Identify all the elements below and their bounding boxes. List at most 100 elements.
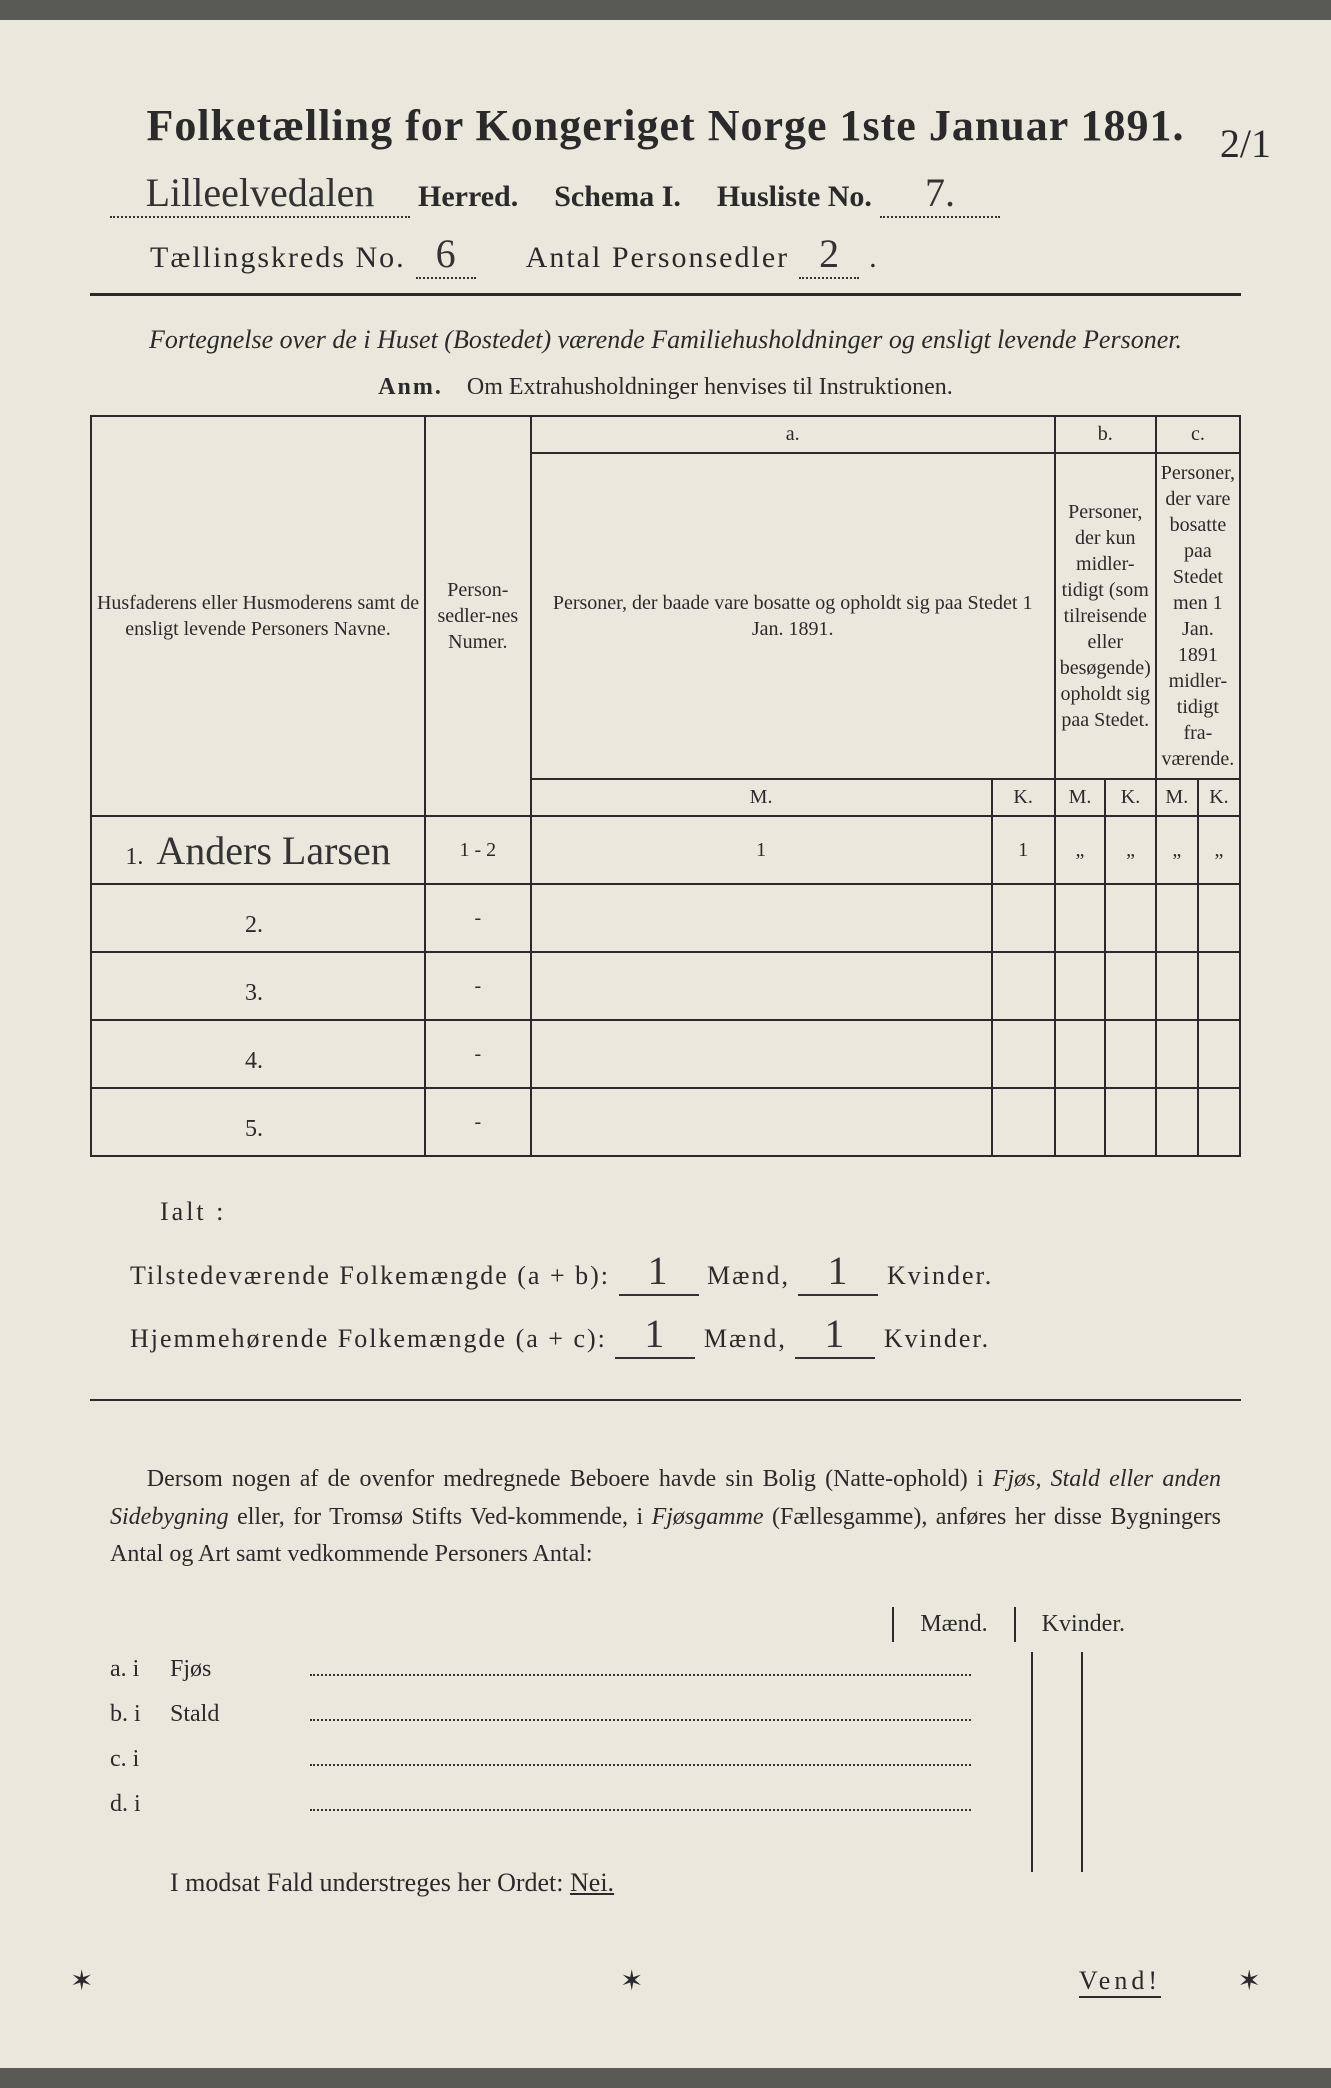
- th-group-a: a.: [531, 416, 1055, 453]
- cell-a-k: 1: [992, 816, 1055, 884]
- cell-c-k: „: [1198, 816, 1240, 884]
- antal-value: 2: [799, 230, 859, 279]
- row-num: -: [425, 1020, 531, 1088]
- mk-cols: [1031, 1652, 1131, 1872]
- cell-b-m: [1055, 1020, 1106, 1088]
- side-name: Stald: [170, 1701, 310, 1728]
- row-num: -: [425, 1088, 531, 1156]
- anm-label: Anm.: [378, 374, 443, 400]
- th-b-m: M.: [1055, 779, 1106, 816]
- cell-c-m: [1156, 952, 1198, 1020]
- totals-line-1: Tilstedeværende Folkemængde (a + b): 1 M…: [130, 1247, 1241, 1296]
- cell-a-k: [992, 1020, 1055, 1088]
- th-num: Person-sedler-nes Numer.: [425, 416, 531, 816]
- table-row: 5. -: [91, 1088, 1240, 1156]
- side-label: a. i: [110, 1656, 170, 1683]
- table-row: 4. -: [91, 1020, 1240, 1088]
- maend-label: Mænd,: [707, 1261, 790, 1290]
- census-form-page: 2/1 Folketælling for Kongeriget Norge 1s…: [0, 20, 1331, 2068]
- cell-b-m: [1055, 1088, 1106, 1156]
- side-dots: [310, 1652, 971, 1676]
- th-a-k: K.: [992, 779, 1055, 816]
- cell-a-k: [992, 884, 1055, 952]
- cell-c-k: [1198, 884, 1240, 952]
- cell-a-k: [992, 1088, 1055, 1156]
- star-icon: ✶: [70, 1964, 93, 1998]
- row-name-cell: 5.: [91, 1088, 425, 1156]
- side-section: Mænd. Kvinder. a. iFjøsb. iStaldc. id. i: [90, 1607, 1241, 1818]
- row-name-cell: 3.: [91, 952, 425, 1020]
- cell-a-m: 1: [531, 816, 992, 884]
- side-dots: [310, 1787, 971, 1811]
- row-num: 1 - 2: [425, 816, 531, 884]
- herred-value: Lilleelvedalen: [110, 169, 410, 218]
- side-label: d. i: [110, 1791, 170, 1818]
- cell-c-k: [1198, 1020, 1240, 1088]
- maend-label-2: Mænd,: [704, 1324, 787, 1353]
- kvinder-label: Kvinder.: [887, 1261, 993, 1290]
- herred-label: Herred.: [418, 180, 518, 214]
- th-group-c: c.: [1156, 416, 1240, 453]
- row-name-cell: 2.: [91, 884, 425, 952]
- cell-b-m: [1055, 884, 1106, 952]
- cell-b-m: [1055, 952, 1106, 1020]
- cell-c-m: [1156, 1020, 1198, 1088]
- mk-col-m: [1031, 1652, 1081, 1872]
- cell-b-k: [1105, 884, 1156, 952]
- mk-header: Mænd. Kvinder.: [90, 1607, 1241, 1642]
- th-c-m: M.: [1156, 779, 1198, 816]
- table-row: 3. -: [91, 952, 1240, 1020]
- row-num: -: [425, 884, 531, 952]
- tot2-k: 1: [795, 1310, 875, 1359]
- anm-text: Om Extrahusholdninger henvises til Instr…: [467, 374, 953, 400]
- main-table: Husfaderens eller Husmoderens samt de en…: [90, 415, 1241, 1157]
- cell-b-k: [1105, 952, 1156, 1020]
- cell-b-m: „: [1055, 816, 1106, 884]
- header-line-3: Tællingskreds No. 6 Antal Personsedler 2…: [90, 230, 1241, 279]
- tot1-k: 1: [798, 1247, 878, 1296]
- th-group-b: b.: [1055, 416, 1156, 453]
- nei-word: Nei.: [570, 1868, 614, 1897]
- tot1-label: Tilstedeværende Folkemængde (a + b):: [130, 1261, 610, 1290]
- table-row: 2. -: [91, 884, 1240, 952]
- th-a-m: M.: [531, 779, 992, 816]
- mk-maend: Mænd.: [892, 1607, 1013, 1642]
- nei-text: I modsat Fald understreges her Ordet:: [170, 1868, 570, 1897]
- tot1-m: 1: [619, 1247, 699, 1296]
- side-label: c. i: [110, 1746, 170, 1773]
- cell-c-k: [1198, 952, 1240, 1020]
- th-name: Husfaderens eller Husmoderens samt de en…: [91, 416, 425, 816]
- husliste-label: Husliste No.: [717, 180, 872, 214]
- paragraph: Dersom nogen af de ovenfor medregnede Be…: [110, 1461, 1221, 1573]
- table-row: 1. Anders Larsen1 - 211„„„„: [91, 816, 1240, 884]
- anm-line: Anm. Om Extrahusholdninger henvises til …: [90, 374, 1241, 401]
- cell-a-m: [531, 1088, 992, 1156]
- cell-a-m: [531, 952, 992, 1020]
- tot2-label: Hjemmehørende Folkemængde (a + c):: [130, 1324, 607, 1353]
- side-dots: [310, 1697, 971, 1721]
- cell-c-m: [1156, 1088, 1198, 1156]
- cell-a-m: [531, 1020, 992, 1088]
- nei-line: I modsat Fald understreges her Ordet: Ne…: [170, 1868, 1241, 1898]
- th-b-k: K.: [1105, 779, 1156, 816]
- kvinder-label-2: Kvinder.: [884, 1324, 990, 1353]
- th-desc-b: Personer, der kun midler-tidigt (som til…: [1055, 453, 1156, 779]
- divider-2: [90, 1399, 1241, 1401]
- cell-b-k: „: [1105, 816, 1156, 884]
- cell-b-k: [1105, 1020, 1156, 1088]
- mk-col-k: [1081, 1652, 1131, 1872]
- subtitle: Fortegnelse over de i Huset (Bostedet) v…: [90, 322, 1241, 358]
- header-line-2: Lilleelvedalen Herred. Schema I. Huslist…: [90, 169, 1241, 218]
- ialt-label: Ialt :: [160, 1197, 1241, 1227]
- th-desc-a: Personer, der baade vare bosatte og opho…: [531, 453, 1055, 779]
- kreds-label: Tællingskreds No.: [150, 241, 406, 275]
- row-name-cell: 1. Anders Larsen: [91, 816, 425, 884]
- row-num: -: [425, 952, 531, 1020]
- corner-fraction: 2/1: [1220, 120, 1271, 167]
- antal-label: Antal Personsedler: [526, 241, 789, 275]
- vend-label: Vend!: [1079, 1966, 1161, 1998]
- totals-line-2: Hjemmehørende Folkemængde (a + c): 1 Mæn…: [130, 1310, 1241, 1359]
- cell-c-m: [1156, 884, 1198, 952]
- schema-label: Schema I.: [554, 180, 681, 214]
- cell-a-m: [531, 884, 992, 952]
